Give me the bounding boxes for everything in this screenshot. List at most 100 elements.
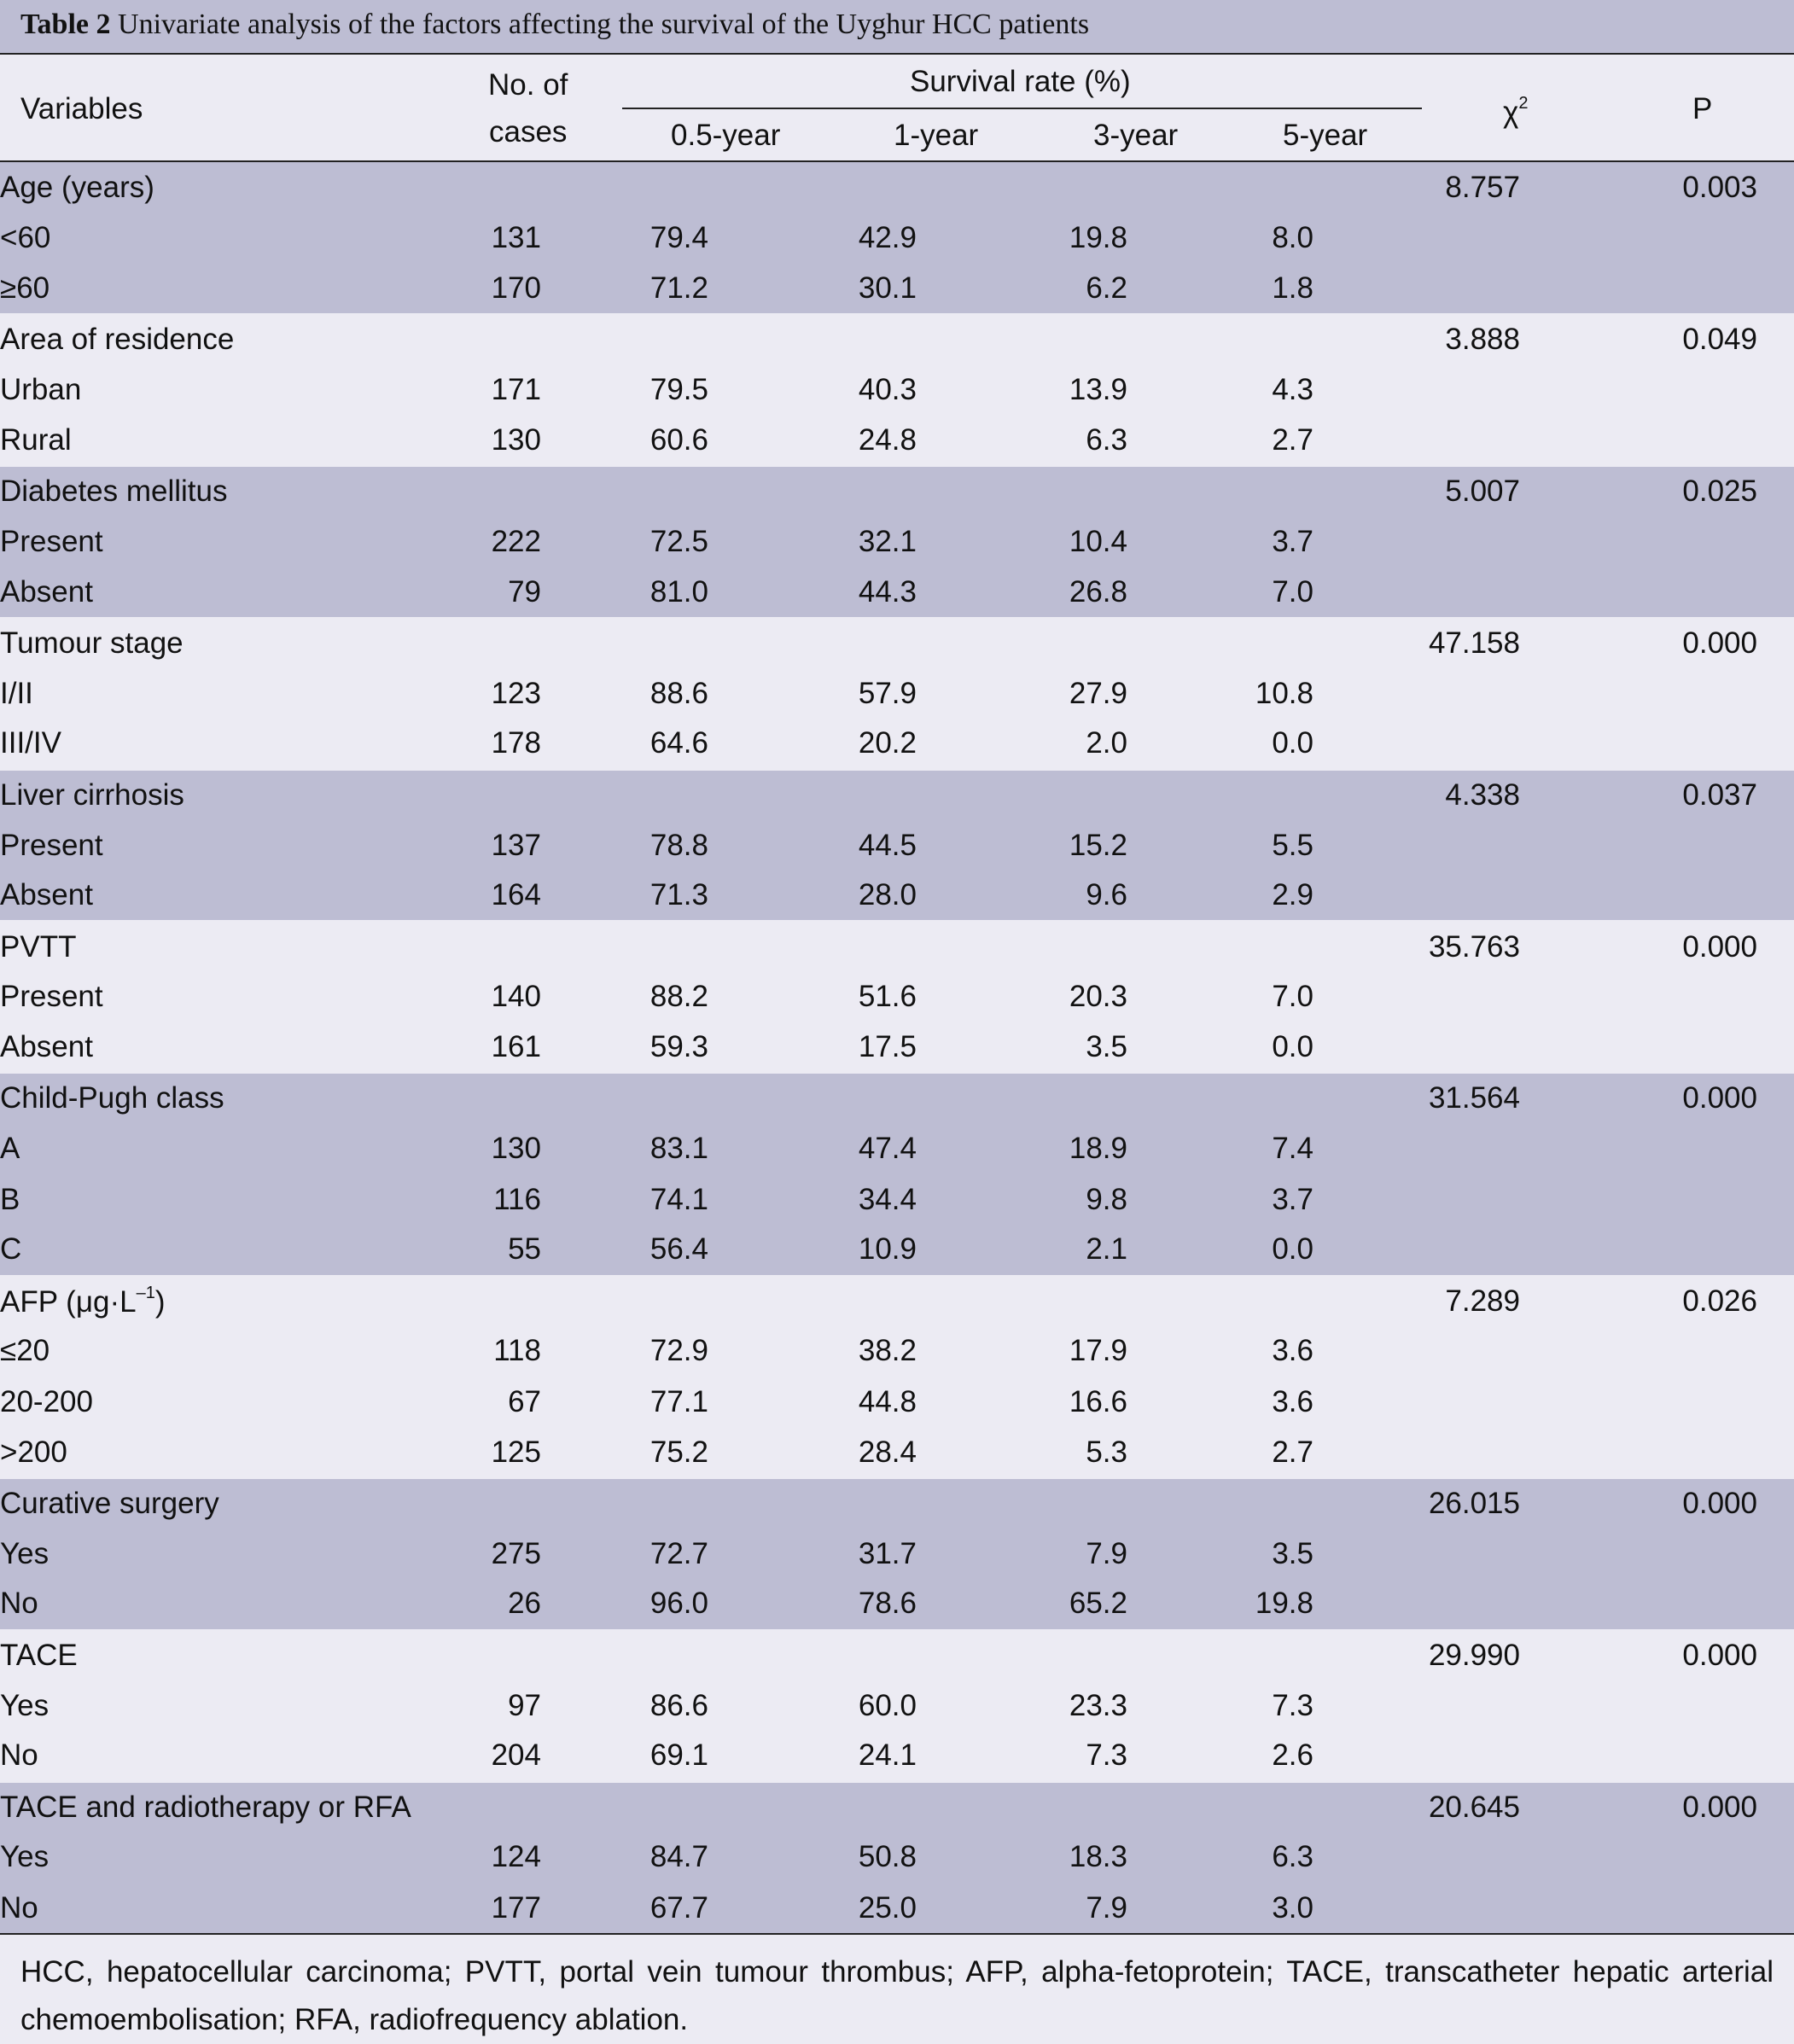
- table-row: Present 137 78.8 44.5 15.2 5.5: [0, 819, 1794, 871]
- group-row: Child-Pugh class 31.564 0.000: [0, 1072, 1794, 1124]
- group-name: Area of residence: [0, 312, 410, 365]
- table-footnote: HCC, hepatocellular carcinoma; PVTT, por…: [0, 1935, 1794, 2044]
- table-row: ≤20 118 72.9 38.2 17.9 3.6: [0, 1325, 1794, 1377]
- survival-05-cell: 96.0: [562, 1579, 756, 1630]
- empty-cell: [1563, 1883, 1794, 1934]
- empty-cell: [964, 1072, 1171, 1124]
- data-table: Age (years) 8.757 0.003 <60 131 79.4 42.9 19.8 8…: [0, 162, 1794, 1934]
- empty-cell: [756, 1628, 964, 1680]
- table-row: No 26 96.0 78.6 65.2 19.8: [0, 1579, 1794, 1630]
- chi-value: 26.015: [1350, 1476, 1563, 1529]
- survival-05-cell: 69.1: [562, 1731, 756, 1782]
- survival-1-cell: 44.3: [756, 567, 964, 618]
- p-value: 0.000: [1563, 1780, 1794, 1832]
- group-row: PVTT 35.763 0.000: [0, 920, 1794, 972]
- group-name: Tumour stage: [0, 616, 410, 668]
- empty-cell: [964, 1780, 1171, 1832]
- survival-3-cell: 9.6: [964, 871, 1171, 922]
- caption-label: Table 2: [20, 9, 111, 40]
- empty-cell: [756, 1780, 964, 1832]
- survival-05-cell: 88.6: [562, 667, 756, 719]
- group-name-text: Liver cirrhosis: [0, 777, 184, 812]
- survival-1-cell: 31.7: [756, 1529, 964, 1580]
- group-row: Tumour stage 47.158 0.000: [0, 616, 1794, 668]
- empty-cell: [1350, 1883, 1563, 1934]
- table-row: Absent 79 81.0 44.3 26.8 7.0: [0, 567, 1794, 618]
- survival-1-cell: 24.1: [756, 1731, 964, 1782]
- survival-1-cell: 78.6: [756, 1579, 964, 1630]
- cases-cell: 275: [410, 1529, 562, 1580]
- empty-cell: [1563, 1123, 1794, 1174]
- empty-cell: [1563, 567, 1794, 618]
- cases-cell: 171: [410, 364, 562, 416]
- survival-3-cell: 17.9: [964, 1325, 1171, 1377]
- table-row: Urban 171 79.5 40.3 13.9 4.3: [0, 364, 1794, 416]
- chi-value: 3.888: [1350, 312, 1563, 365]
- empty-cell: [562, 1274, 756, 1326]
- empty-cell: [1350, 364, 1563, 416]
- group-name: Child-Pugh class: [0, 1072, 410, 1124]
- p-value: 0.000: [1563, 1628, 1794, 1680]
- group-name-text: Area of residence: [0, 323, 235, 357]
- empty-cell: [1350, 1325, 1563, 1377]
- survival-3-cell: 7.9: [964, 1529, 1171, 1580]
- survival-05-cell: 77.1: [562, 1377, 756, 1428]
- survival-05-cell: 75.2: [562, 1427, 756, 1478]
- chi-value: 35.763: [1350, 920, 1563, 972]
- row-label: III/IV: [0, 719, 410, 770]
- survival-5-cell: 0.0: [1171, 719, 1350, 770]
- group-name-text: Age (years): [0, 170, 154, 204]
- survival-3-cell: 2.1: [964, 1225, 1171, 1276]
- empty-cell: [410, 312, 562, 365]
- survival-1-cell: 51.6: [756, 971, 964, 1023]
- empty-cell: [1350, 1123, 1563, 1174]
- header-cases-line2: cases: [489, 115, 568, 148]
- survival-5-cell: 3.6: [1171, 1325, 1350, 1377]
- cases-cell: 125: [410, 1427, 562, 1478]
- group-row: TACE 29.990 0.000: [0, 1628, 1794, 1680]
- survival-1-cell: 10.9: [756, 1225, 964, 1276]
- empty-cell: [964, 616, 1171, 668]
- survival-1-cell: 20.2: [756, 719, 964, 770]
- caption-text: Univariate analysis of the factors affec…: [118, 9, 1090, 40]
- survival-05-cell: 78.8: [562, 819, 756, 871]
- chi-value: 47.158: [1350, 616, 1563, 668]
- empty-cell: [1563, 415, 1794, 466]
- empty-cell: [756, 312, 964, 365]
- empty-cell: [756, 616, 964, 668]
- cases-cell: 140: [410, 971, 562, 1023]
- survival-5-cell: 4.3: [1171, 364, 1350, 416]
- empty-cell: [1350, 1225, 1563, 1276]
- table-row: >200 125 75.2 28.4 5.3 2.7: [0, 1427, 1794, 1478]
- cases-cell: 97: [410, 1680, 562, 1732]
- empty-cell: [1171, 312, 1350, 365]
- survival-05-cell: 81.0: [562, 567, 756, 618]
- table-row: Present 222 72.5 32.1 10.4 3.7: [0, 516, 1794, 568]
- survival-3-cell: 65.2: [964, 1579, 1171, 1630]
- empty-cell: [1171, 1274, 1350, 1326]
- empty-cell: [1563, 1325, 1794, 1377]
- chi-base: χ: [1503, 96, 1519, 129]
- empty-cell: [1350, 1680, 1563, 1732]
- empty-cell: [1350, 1529, 1563, 1580]
- empty-cell: [1350, 719, 1563, 770]
- empty-cell: [1350, 667, 1563, 719]
- empty-cell: [1171, 920, 1350, 972]
- empty-cell: [1563, 1022, 1794, 1074]
- survival-1-cell: 50.8: [756, 1831, 964, 1884]
- empty-cell: [1350, 567, 1563, 618]
- group-name: TACE and radiotherapy or RFA: [0, 1780, 411, 1832]
- survival-1-cell: 42.9: [756, 213, 964, 264]
- empty-cell: [756, 1274, 964, 1326]
- survival-5-cell: 0.0: [1171, 1225, 1350, 1276]
- table-row: Yes 275 72.7 31.7 7.9 3.5: [0, 1529, 1794, 1580]
- empty-cell: [410, 464, 562, 517]
- empty-cell: [1171, 1628, 1350, 1680]
- empty-cell: [756, 1072, 964, 1124]
- p-value: 0.025: [1563, 464, 1794, 517]
- cases-cell: 79: [410, 567, 562, 618]
- empty-cell: [1350, 213, 1563, 264]
- empty-cell: [1563, 871, 1794, 922]
- p-value: 0.000: [1563, 616, 1794, 668]
- group-name-text: Tumour stage: [0, 626, 183, 660]
